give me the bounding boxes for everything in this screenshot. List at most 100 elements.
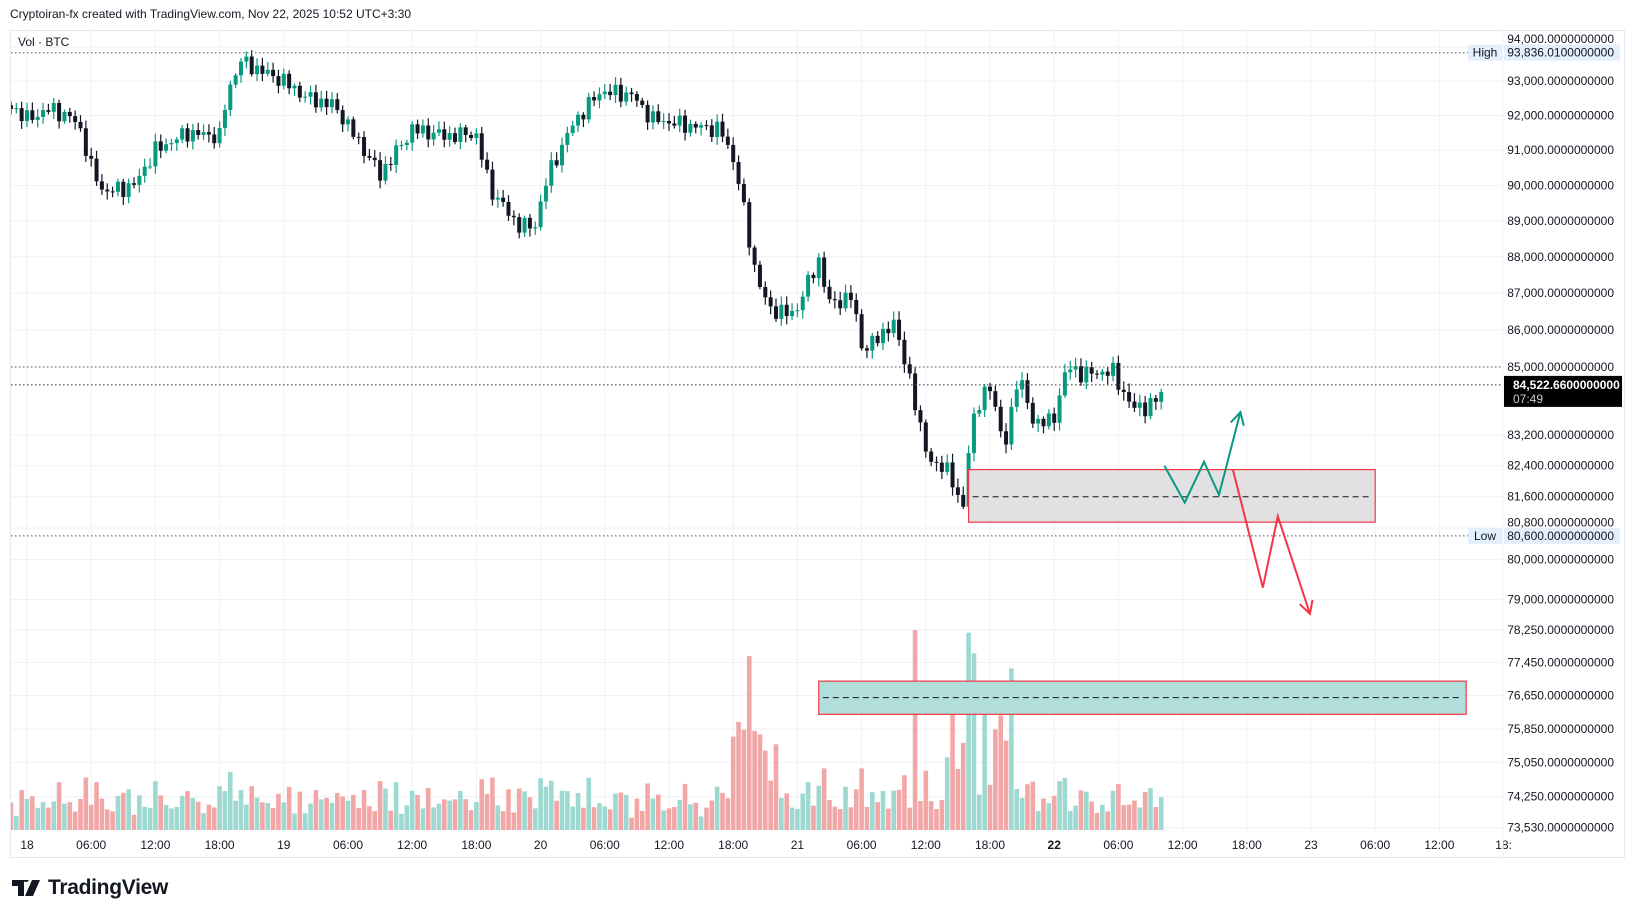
price-axis-label: 89,000.0000000000 — [1507, 214, 1614, 228]
volume-bar — [602, 806, 608, 830]
volume-bar — [891, 790, 896, 830]
candle-down — [640, 100, 645, 105]
time-axis-label: 23 — [1304, 838, 1318, 852]
candle-down — [196, 130, 201, 135]
candle-up — [1100, 371, 1105, 375]
time-axis-label: 20 — [534, 838, 548, 852]
volume-bar — [238, 790, 244, 830]
volume-bar — [1057, 781, 1062, 830]
volume-bar — [993, 729, 998, 830]
volume-bar — [639, 810, 645, 830]
candle-up — [447, 133, 452, 140]
candle-down — [1105, 371, 1110, 376]
volume-bar — [752, 730, 757, 830]
candle-down — [249, 56, 254, 75]
tradingview-logo[interactable]: TradingView — [12, 876, 168, 900]
volume-bar — [169, 808, 174, 830]
volume-bar — [383, 788, 388, 830]
volume-bar — [356, 807, 361, 830]
volume-bar — [730, 736, 736, 830]
volume-bar — [982, 703, 987, 830]
volume-bar — [693, 802, 699, 830]
volume-bar — [195, 801, 201, 830]
candle-down — [913, 373, 918, 411]
volume-bar — [661, 810, 666, 830]
candle-up — [1148, 398, 1153, 417]
candle-down — [645, 104, 650, 123]
candle-up — [35, 116, 40, 120]
bullish-scenario-arrow-line — [1163, 411, 1242, 505]
volume-bar — [516, 788, 522, 830]
candle-up — [14, 108, 19, 110]
time-axis-label: 12:00 — [140, 838, 170, 852]
candle-up — [281, 73, 286, 86]
time-axis-label: 18:00 — [975, 838, 1005, 852]
volume-bar — [388, 810, 394, 830]
volume-bar — [244, 804, 249, 830]
volume-bar — [864, 806, 870, 830]
candle-down — [704, 125, 709, 127]
volume-bar — [645, 783, 650, 830]
candle-up — [126, 183, 131, 197]
candle-down — [822, 257, 827, 287]
candle-up — [495, 197, 500, 200]
candle-down — [618, 84, 623, 102]
volume-bar — [351, 794, 356, 830]
candle-up — [1020, 380, 1025, 390]
volume-bar — [768, 780, 773, 830]
volume-bar — [629, 817, 634, 830]
bearish-scenario-arrow[interactable] — [1231, 469, 1314, 616]
candle-down — [939, 462, 944, 472]
volume-bar — [335, 792, 340, 830]
target-zone-teal[interactable] — [818, 680, 1467, 715]
volume-bar — [431, 807, 436, 830]
candle-down — [19, 108, 24, 122]
volume-bar — [78, 798, 83, 830]
bullish-scenario-arrow-arrowhead-icon — [1230, 410, 1245, 427]
candle-down — [955, 487, 960, 495]
candle-up — [1073, 366, 1078, 370]
candle-down — [1132, 401, 1137, 408]
volume-bar — [821, 768, 827, 830]
candle-down — [1121, 389, 1126, 393]
candle-down — [554, 160, 559, 166]
volume-bar — [1105, 811, 1110, 830]
price-axis-label: 76,650.0000000000 — [1507, 689, 1614, 703]
volume-bar — [682, 783, 688, 830]
candle-up — [688, 123, 693, 133]
volume-bar — [174, 806, 180, 830]
candle-up — [148, 166, 153, 168]
candle-up — [51, 102, 56, 112]
volume-bar — [185, 791, 190, 830]
candle-down — [89, 155, 94, 159]
candle-down — [276, 76, 281, 86]
candle-down — [260, 65, 265, 74]
volume-bar — [1009, 668, 1014, 830]
volume-bar — [757, 734, 763, 830]
volume-bar — [800, 793, 806, 830]
volume-bar — [56, 782, 62, 830]
volume-bar — [415, 794, 420, 830]
volume-bar — [848, 807, 854, 830]
candle-up — [239, 61, 243, 76]
volume-bar — [1003, 740, 1009, 830]
volume-bar — [222, 791, 228, 830]
price-axis-label: 80,000.0000000000 — [1507, 553, 1614, 567]
candles — [11, 50, 1164, 515]
candle-up — [244, 56, 249, 62]
volume-bar — [816, 785, 822, 830]
volume-bar — [511, 812, 517, 830]
bullish-scenario-arrow[interactable] — [1163, 410, 1245, 505]
time-axis-label: 06:00 — [76, 838, 106, 852]
candle-up — [228, 84, 233, 110]
candle-down — [1095, 373, 1099, 375]
volume-bar — [565, 791, 570, 830]
volume-bar — [377, 781, 383, 830]
time-axis-label: 18: — [1495, 838, 1512, 852]
volume-bar — [1073, 805, 1078, 830]
candle-down — [511, 215, 516, 218]
candle-down — [731, 144, 736, 163]
price-axis-label: 88,000.0000000000 — [1507, 250, 1614, 264]
volume-bar — [784, 793, 789, 830]
